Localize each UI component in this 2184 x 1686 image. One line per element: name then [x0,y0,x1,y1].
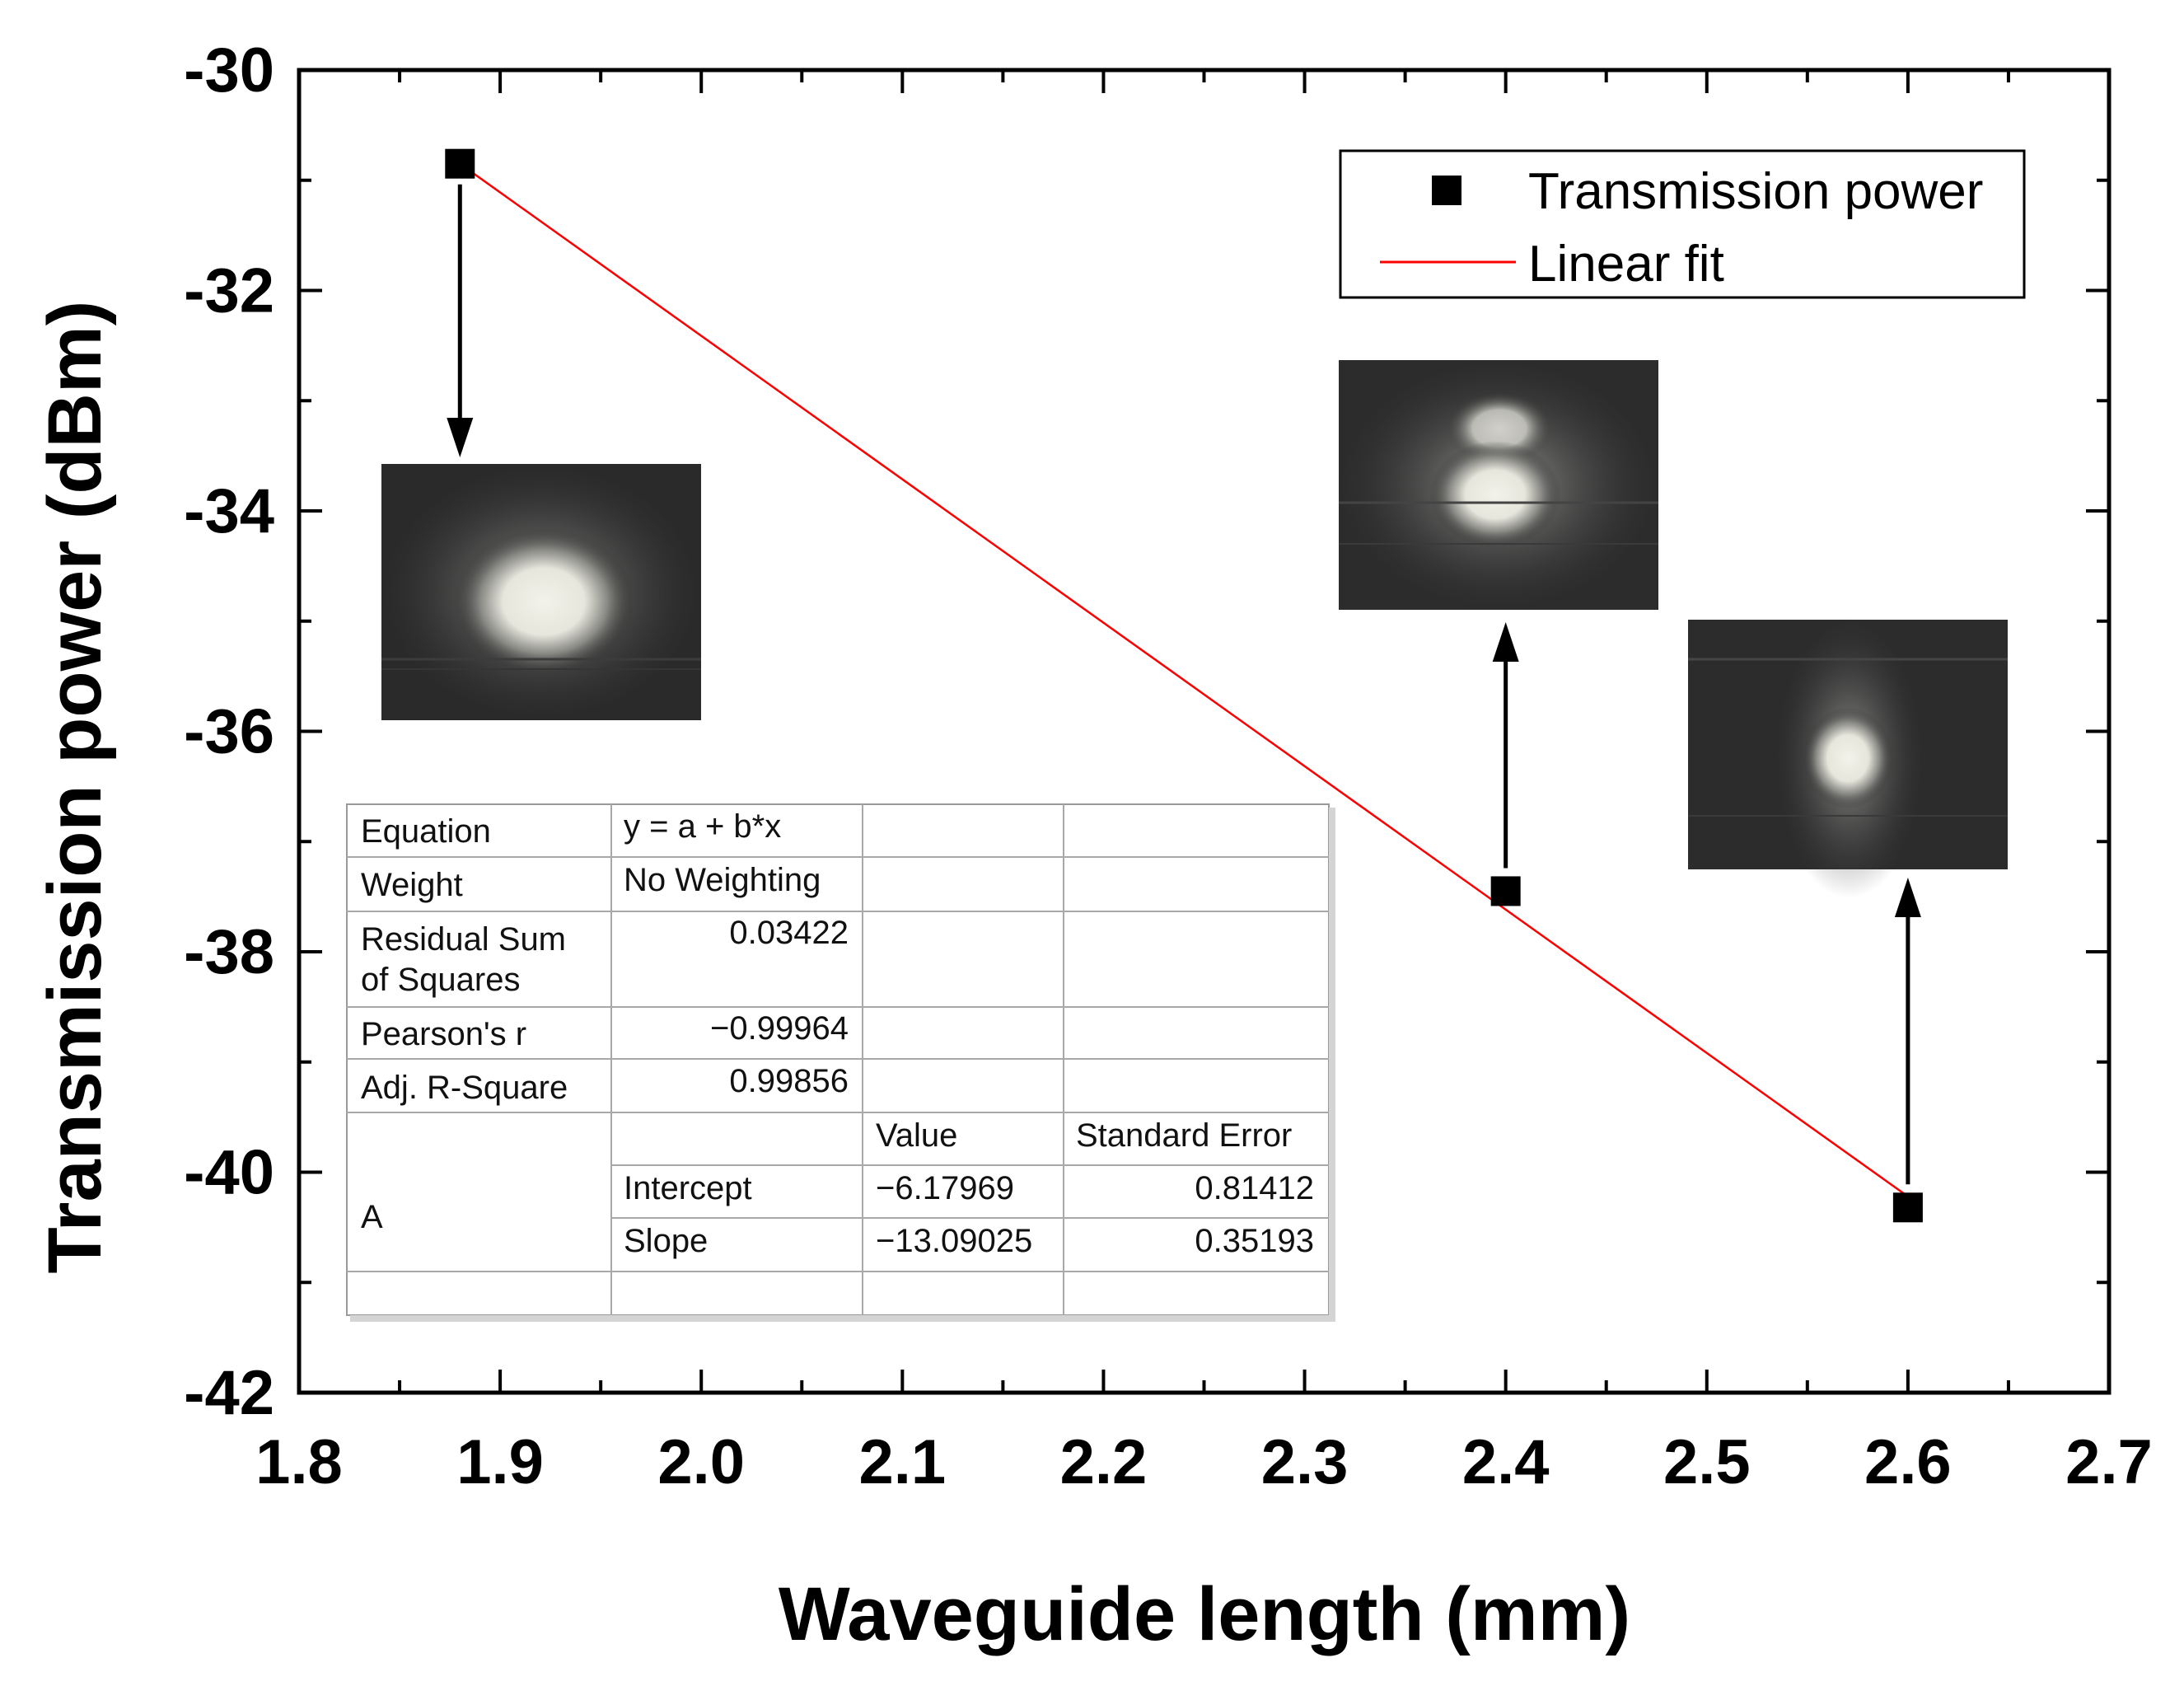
x-tick-label: 1.9 [456,1427,544,1497]
x-tick-label: 2.0 [657,1427,745,1497]
y-tick-label: -36 [184,697,274,767]
y-tick-label: -38 [184,917,274,987]
table-header-value: Value [876,1117,957,1154]
y-axis-title: Transmission power (dBm) [33,301,117,1274]
table-value-slope: −13.09025 [876,1223,1032,1259]
table-label-weight: Weight [361,867,463,903]
x-tick-label: 2.6 [1864,1427,1952,1497]
x-tick-label: 2.5 [1663,1427,1751,1497]
table-value-intercept: −6.17969 [876,1170,1014,1206]
legend-label-transmission: Transmission power [1528,163,1983,220]
table-param-intercept: Intercept [624,1170,752,1206]
x-tick-label: 2.1 [859,1427,947,1497]
x-tick-label: 2.2 [1060,1427,1148,1497]
table-value-pearson: −0.99964 [710,1010,849,1047]
x-tick-label: 2.7 [2065,1427,2153,1497]
y-tick-label: -34 [184,476,274,546]
mode-image-1.88mm [381,464,701,720]
table-value-adj-r2: 0.99856 [729,1063,849,1099]
table-label-equation: Equation [361,813,491,850]
y-tick-label: -40 [184,1138,274,1208]
mode-image-2.6mm [1688,618,2008,898]
arrow-head [1492,622,1519,662]
arrows [447,184,1921,1185]
x-tick-label: 2.4 [1462,1427,1550,1497]
table-value-weight: No Weighting [624,862,821,898]
arrow-head [1894,878,1921,917]
table-group-label: A [361,1199,383,1235]
legend-marker-square [1432,176,1461,205]
legend-label-linear-fit: Linear fit [1528,236,1724,293]
fit-table: Equation y = a + b*x Weight No Weighting… [346,803,1335,1322]
x-tick-label: 2.3 [1261,1427,1349,1497]
table-error-intercept: 0.81412 [1195,1170,1314,1206]
table-label-pearson: Pearson's r [361,1016,526,1052]
table-value-rss: 0.03422 [729,915,849,951]
linear-fit-line [459,162,1909,1197]
mode-image-2.4mm [1339,360,1658,610]
y-ticks: -42 -40 -38 -36 -34 -32 -30 [184,35,2109,1428]
x-tick-label: 1.8 [255,1427,343,1497]
table-header-stderr: Standard Error [1076,1117,1292,1154]
table-value-equation: y = a + b*x [624,808,781,845]
table-label-rss-2: of Squares [361,962,520,998]
points [445,148,1923,1223]
table-label-rss-1: Residual Sum [361,921,566,958]
y-tick-label: -32 [184,256,274,326]
y-tick-label: -42 [184,1358,274,1428]
data-point [1892,1192,1923,1223]
data-point [445,148,475,179]
x-ticks: 1.8 1.9 2.0 2.1 2.2 2.3 2.4 2.5 2.6 2.7 [255,70,2153,1497]
table-param-slope: Slope [624,1223,708,1259]
data-point [1490,876,1521,906]
table-error-slope: 0.35193 [1195,1223,1314,1259]
x-axis-title: Waveguide length (mm) [779,1572,1630,1656]
y-tick-label: -30 [184,35,274,105]
legend-box [1339,149,2026,299]
legend: Transmission power Linear fit [1339,149,2026,299]
table-label-adj-r2: Adj. R-Square [361,1070,568,1106]
arrow-head [447,418,474,457]
fit-line-layer [459,162,1909,1197]
